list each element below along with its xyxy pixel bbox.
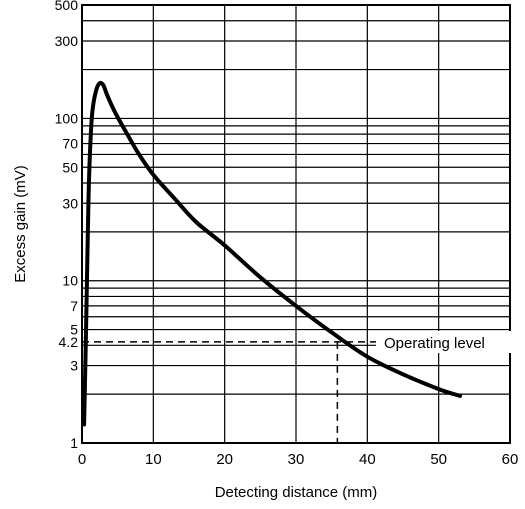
y-tick-label: 50 xyxy=(62,159,78,175)
x-tick-label: 40 xyxy=(359,451,376,468)
y-tick-label: 300 xyxy=(55,33,79,49)
y-tick-label: 5 xyxy=(70,322,78,338)
x-tick-label: 0 xyxy=(78,451,86,468)
operating-level-label: Operating level xyxy=(384,335,485,352)
y-tick-label: 3 xyxy=(70,358,78,374)
operating-level-label-bg xyxy=(376,331,514,353)
y-tick-label: 1 xyxy=(70,435,78,451)
y-tick-label: 100 xyxy=(55,110,79,126)
curve-layer xyxy=(82,80,463,427)
tick-labels: 0 10 20 30 40 50 60 1 3 4.25 7 10 30 50 70 100 300 500 xyxy=(55,0,519,468)
x-axis-label: Detecting distance (mm) xyxy=(215,484,378,501)
y-axis-label: Excess gain (mV) xyxy=(12,165,29,283)
excess-gain-curve xyxy=(82,80,463,427)
y-tick-label: 10 xyxy=(62,273,78,289)
y-tick-label: 4.2 xyxy=(59,334,79,350)
x-tick-label: 60 xyxy=(502,451,519,468)
y-tick-label: 30 xyxy=(62,195,78,211)
y-tick-label: 7 xyxy=(70,298,78,314)
plot-frame xyxy=(81,4,511,444)
x-tick-label: 30 xyxy=(288,451,305,468)
operating-level-guides xyxy=(82,341,376,443)
x-tick-label: 20 xyxy=(216,451,233,468)
y-tick-label: 500 xyxy=(55,0,79,13)
y-tick-label: 70 xyxy=(62,136,78,152)
x-tick-label: 10 xyxy=(145,451,162,468)
x-tick-label: 50 xyxy=(430,451,447,468)
